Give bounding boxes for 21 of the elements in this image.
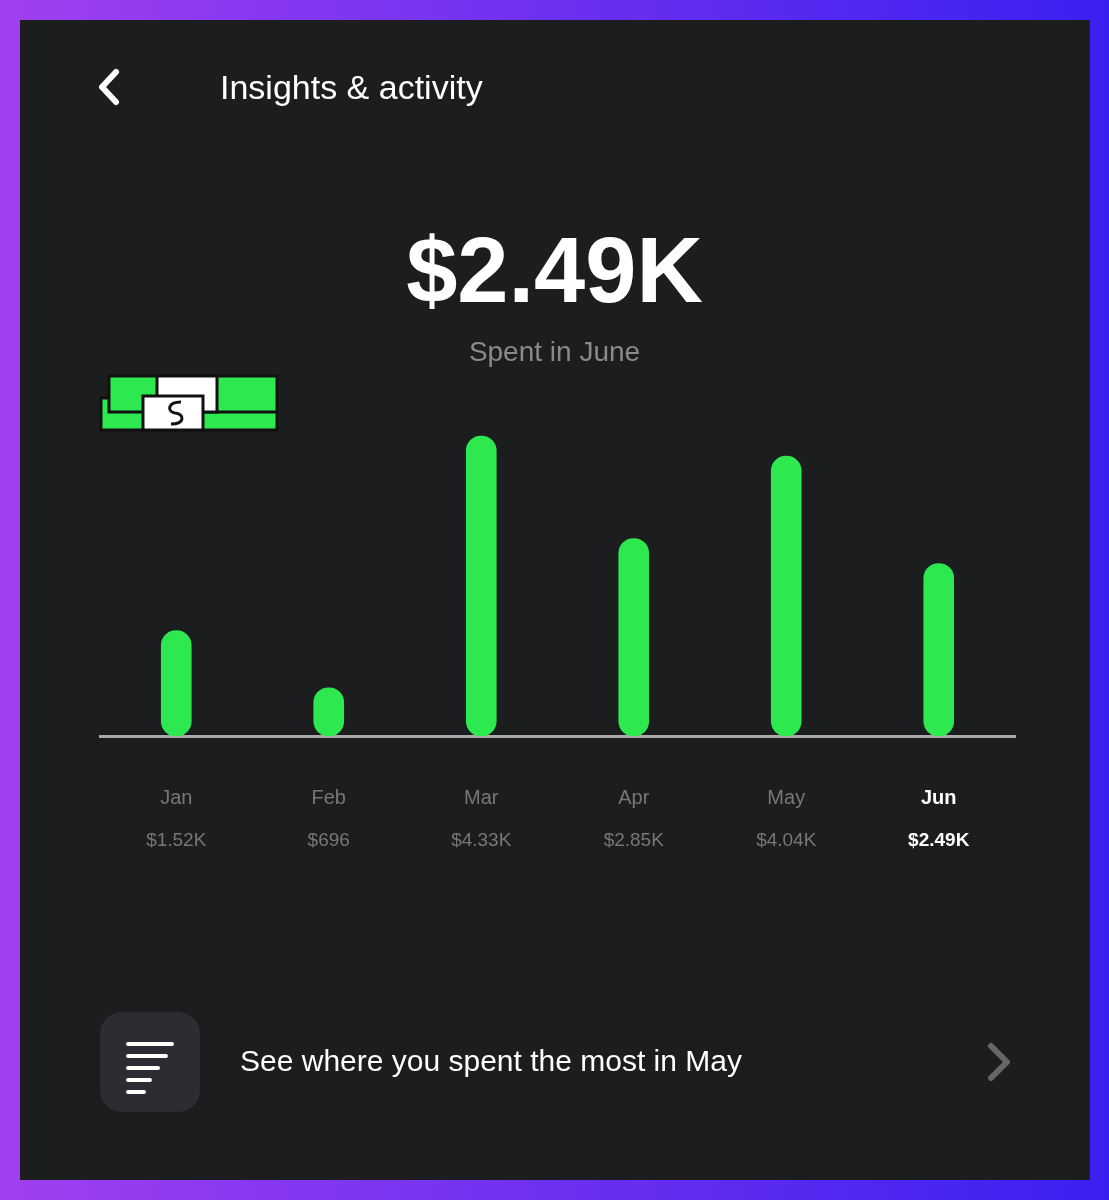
- data-label: $2.85K: [603, 829, 665, 851]
- bar: [770, 455, 802, 736]
- bar: [618, 538, 650, 736]
- bar: [465, 435, 497, 736]
- data-label: $2.49K: [908, 829, 970, 851]
- x-tick-label: Mar: [464, 785, 499, 808]
- x-tick-label: Apr: [618, 785, 650, 808]
- data-label: $696: [307, 829, 350, 851]
- text: $2.49K: [405, 218, 704, 323]
- bar: [923, 563, 955, 736]
- data-label: $4.33K: [451, 829, 512, 851]
- x-tick-label: Jan: [160, 785, 193, 808]
- text: See where you spent the most in May: [240, 1044, 742, 1078]
- x-tick-label: Feb: [311, 785, 346, 808]
- text: Spent in June: [467, 336, 642, 368]
- data-label: $4.04K: [756, 829, 817, 851]
- data-label: $1.52K: [146, 829, 207, 851]
- bar: [160, 630, 192, 736]
- x-tick-label: Jun: [920, 785, 957, 808]
- x-tick-label: May: [767, 785, 806, 808]
- chart-title: Insights & activity: [220, 68, 483, 107]
